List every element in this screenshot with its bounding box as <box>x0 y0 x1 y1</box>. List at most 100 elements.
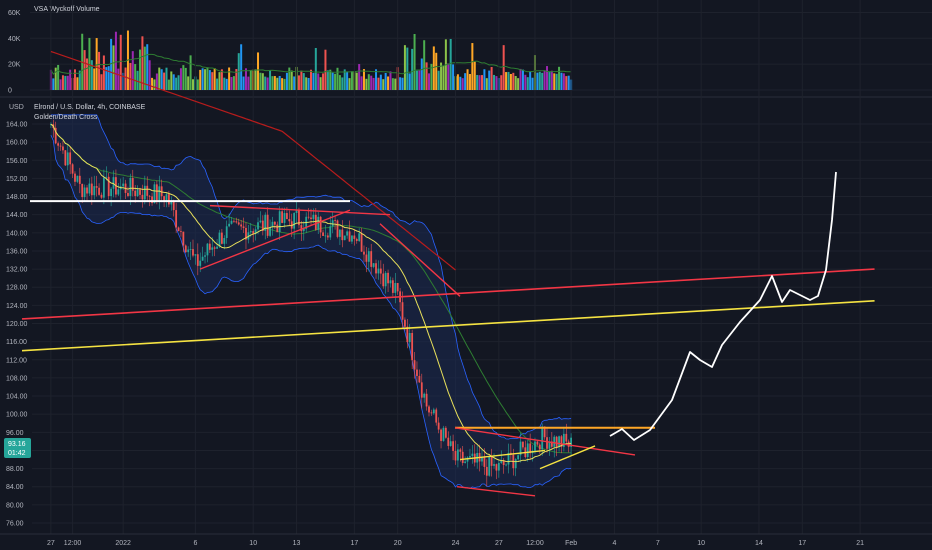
volume-bar <box>76 77 79 90</box>
volume-bar <box>285 72 288 90</box>
moving-average-200 <box>50 50 456 271</box>
candle-body <box>273 221 276 225</box>
volume-bar <box>95 38 98 90</box>
volume-bar <box>428 73 431 90</box>
candle-body <box>264 214 267 231</box>
price-tick-label: 76.00 <box>6 521 24 528</box>
time-tick-label: 21 <box>856 540 864 547</box>
time-tick-label: 13 <box>293 540 301 547</box>
candle-body <box>471 453 474 457</box>
volume-bar <box>83 50 86 90</box>
volume-bar <box>435 52 438 90</box>
candle-body <box>495 464 498 471</box>
volume-bar <box>244 68 247 90</box>
candle-body <box>170 202 173 205</box>
candle-body <box>155 184 158 201</box>
candle-body <box>213 247 216 249</box>
candle-body <box>300 225 303 232</box>
volume-bar <box>509 73 512 90</box>
time-tick-label: 2022 <box>115 540 131 547</box>
volume-bar <box>408 73 411 90</box>
candle-body <box>59 145 62 147</box>
pattern-line <box>379 223 461 297</box>
candle-body <box>54 127 57 144</box>
candle-body <box>233 220 235 222</box>
volume-bar <box>119 34 122 90</box>
candle-body <box>363 251 365 255</box>
volume-bar <box>514 76 517 90</box>
projection-path <box>609 171 837 441</box>
candle-body <box>481 457 483 462</box>
volume-bar <box>66 75 69 90</box>
volume-bar <box>206 67 209 90</box>
volume-bar <box>483 69 486 90</box>
volume-bar <box>440 62 443 90</box>
candle-body <box>57 143 60 146</box>
volume-bar <box>531 77 534 90</box>
candle-body <box>259 220 262 223</box>
candle-body <box>485 466 488 476</box>
candle-body <box>449 441 452 446</box>
candle-body <box>293 213 296 229</box>
volume-bar <box>317 73 320 90</box>
volume-moving-average <box>50 53 572 75</box>
volume-bar <box>546 66 549 90</box>
candle-body <box>194 254 197 256</box>
drawings[interactable] <box>21 171 875 497</box>
pattern-line <box>199 209 351 270</box>
candle-body <box>302 228 305 232</box>
volume-bar <box>90 60 93 90</box>
candle-body <box>93 186 96 196</box>
candle-body <box>505 464 507 466</box>
volume-bar <box>184 67 187 90</box>
candle-body <box>553 436 556 447</box>
price-tick-label: 140.00 <box>6 230 28 237</box>
volume-bar <box>199 69 202 90</box>
candle-body <box>358 233 361 241</box>
candle-body <box>220 232 223 244</box>
candle-body <box>543 426 546 438</box>
candle-body <box>428 406 430 413</box>
volume-bar <box>228 67 231 90</box>
candle-body <box>411 332 414 361</box>
moving-average-20 <box>50 123 572 463</box>
candle-body <box>507 452 510 465</box>
candle-body <box>148 195 151 197</box>
volume-bar <box>459 76 462 90</box>
volume-bar <box>223 77 226 90</box>
candle-body <box>394 283 397 293</box>
candle-body <box>105 176 108 178</box>
volume-bar <box>476 74 479 90</box>
candle-body <box>283 213 286 223</box>
volume-bar <box>505 72 508 90</box>
volume-bar <box>473 61 476 90</box>
candle-body <box>440 429 442 441</box>
volume-bar <box>134 64 137 90</box>
pattern-line <box>454 427 636 456</box>
volume-bar <box>64 75 67 90</box>
volume-bar <box>278 75 281 90</box>
volume-bar <box>273 76 276 90</box>
volume-bar <box>73 69 76 90</box>
volume-bar <box>124 67 127 90</box>
last-price-countdown: 01:42 <box>8 450 26 457</box>
candle-body <box>425 393 428 407</box>
candle-body <box>261 220 264 231</box>
volume-bar <box>403 45 406 90</box>
candle-body <box>404 319 406 327</box>
volume-bar <box>208 70 211 90</box>
volume-bar <box>394 78 397 90</box>
candle-body <box>416 369 418 376</box>
price-tick-label: 80.00 <box>6 502 24 509</box>
volume-tick-label: 0 <box>8 88 12 95</box>
volume-bar <box>187 76 190 90</box>
candle-body <box>408 332 411 343</box>
candle-body <box>570 437 572 447</box>
candle-body <box>64 150 67 166</box>
volume-bar <box>391 78 394 90</box>
volume-bar <box>375 69 378 90</box>
candle-body <box>196 254 199 266</box>
candle-body <box>370 251 373 267</box>
candle-body <box>136 189 139 197</box>
